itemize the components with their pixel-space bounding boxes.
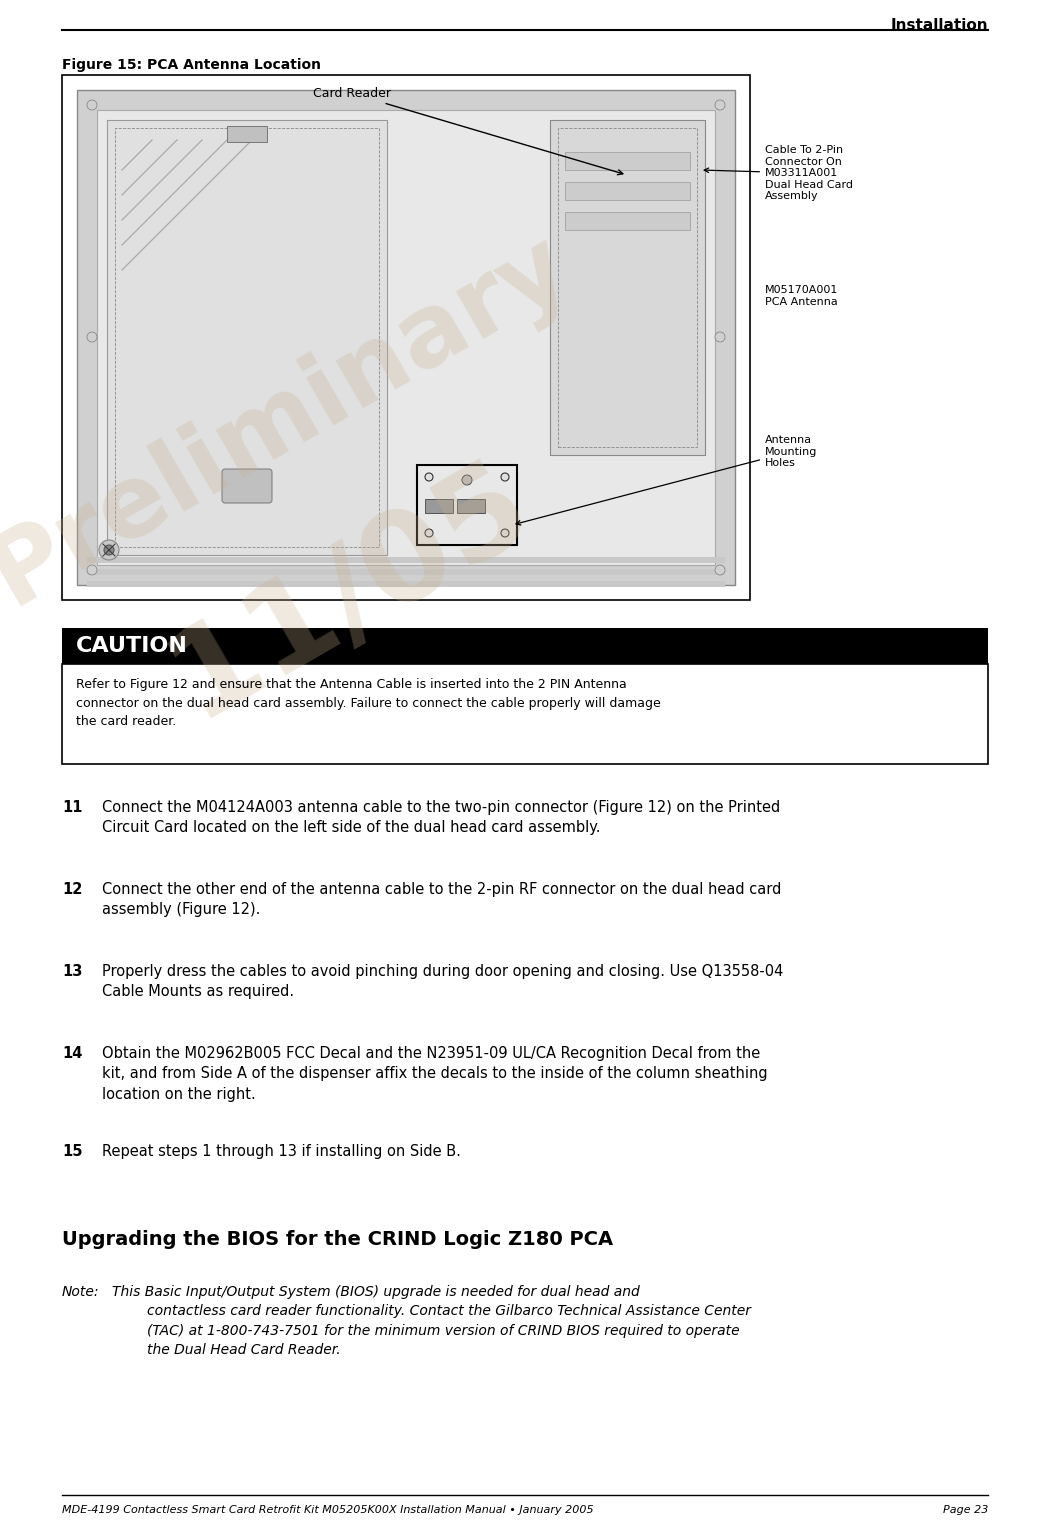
Bar <box>565 153 691 169</box>
Bar <box>97 110 715 565</box>
Text: 11/05: 11/05 <box>149 439 551 740</box>
Circle shape <box>715 101 725 110</box>
Circle shape <box>87 565 97 575</box>
Text: Obtain the M02962B005 FCC Decal and the N23951-09 UL/CA Recognition Decal from t: Obtain the M02962B005 FCC Decal and the … <box>102 1045 767 1102</box>
Text: Installation: Installation <box>890 18 988 34</box>
Text: M05170A001
PCA Antenna: M05170A001 PCA Antenna <box>765 285 839 307</box>
Circle shape <box>501 530 509 537</box>
Text: 11: 11 <box>62 800 82 815</box>
Bar <box>62 75 750 600</box>
Text: CAUTION: CAUTION <box>76 636 188 656</box>
Text: Note:: Note: <box>62 1285 100 1299</box>
Text: Page 23: Page 23 <box>943 1505 988 1515</box>
Circle shape <box>715 333 725 342</box>
Text: Connect the M04124A003 antenna cable to the two-pin connector (Figure 12) on the: Connect the M04124A003 antenna cable to … <box>102 800 780 835</box>
Text: MDE-4199 Contactless Smart Card Retrofit Kit M05205K00X Installation Manual • Ja: MDE-4199 Contactless Smart Card Retrofit… <box>62 1505 594 1515</box>
Text: Preliminary: Preliminary <box>0 215 586 626</box>
Circle shape <box>87 333 97 342</box>
Circle shape <box>104 545 114 555</box>
Bar <box>107 121 387 555</box>
Text: Properly dress the cables to avoid pinching during door opening and closing. Use: Properly dress the cables to avoid pinch… <box>102 964 783 1000</box>
Bar <box>550 121 705 455</box>
Bar <box>77 90 735 584</box>
FancyBboxPatch shape <box>222 468 272 504</box>
Text: 12: 12 <box>62 882 82 897</box>
Text: Upgrading the BIOS for the CRIND Logic Z180 PCA: Upgrading the BIOS for the CRIND Logic Z… <box>62 1230 613 1248</box>
Text: Repeat steps 1 through 13 if installing on Side B.: Repeat steps 1 through 13 if installing … <box>102 1144 461 1160</box>
Text: This Basic Input/Output System (BIOS) upgrade is needed for dual head and
      : This Basic Input/Output System (BIOS) up… <box>112 1285 751 1358</box>
Text: Connect the other end of the antenna cable to the 2-pin RF connector on the dual: Connect the other end of the antenna cab… <box>102 882 781 917</box>
Bar <box>115 128 379 546</box>
Circle shape <box>462 475 472 485</box>
Circle shape <box>425 473 433 481</box>
Circle shape <box>99 540 119 560</box>
Text: 15: 15 <box>62 1144 82 1160</box>
Bar <box>87 557 725 563</box>
Text: Card Reader: Card Reader <box>313 87 623 175</box>
Circle shape <box>715 565 725 575</box>
Bar <box>417 465 517 545</box>
Bar <box>62 629 988 664</box>
Bar <box>565 182 691 200</box>
Circle shape <box>425 530 433 537</box>
Bar <box>227 127 267 142</box>
Text: Antenna
Mounting
Holes: Antenna Mounting Holes <box>516 435 818 525</box>
Bar <box>565 212 691 230</box>
Text: 13: 13 <box>62 964 82 980</box>
Bar <box>425 499 453 513</box>
Bar <box>558 128 697 447</box>
Bar <box>457 499 485 513</box>
Bar <box>62 664 988 765</box>
Text: Refer to Figure 12 and ensure that the Antenna Cable is inserted into the 2 PIN : Refer to Figure 12 and ensure that the A… <box>76 678 661 728</box>
Circle shape <box>501 473 509 481</box>
Text: Figure 15: PCA Antenna Location: Figure 15: PCA Antenna Location <box>62 58 321 72</box>
Text: 14: 14 <box>62 1045 82 1061</box>
Circle shape <box>87 101 97 110</box>
Bar <box>87 569 725 575</box>
Text: Cable To 2-Pin
Connector On
M03311A001
Dual Head Card
Assembly: Cable To 2-Pin Connector On M03311A001 D… <box>704 145 853 201</box>
Bar <box>87 581 725 588</box>
